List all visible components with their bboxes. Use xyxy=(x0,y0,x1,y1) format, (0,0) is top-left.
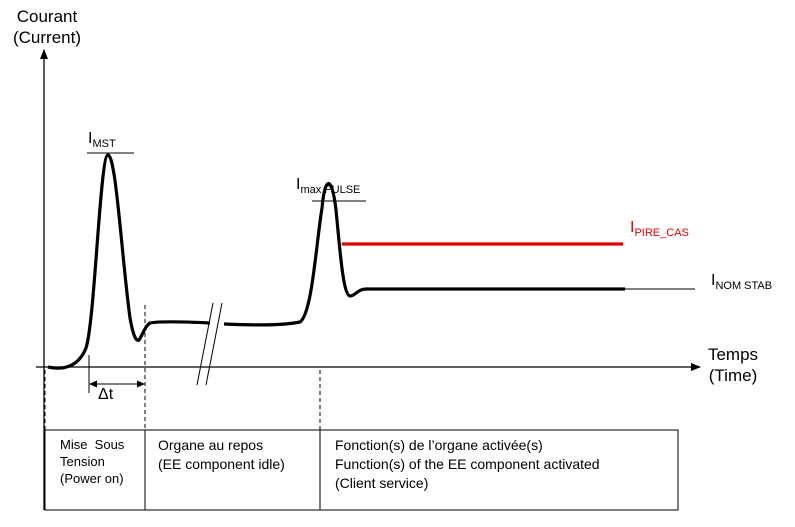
nom-stab-label-sub: NOM STAB xyxy=(715,280,773,292)
phase-activated-line3: (Client service) xyxy=(335,475,429,491)
current-curve xyxy=(47,153,625,370)
y-axis-title: Courant (Current) xyxy=(8,6,86,48)
mst-label-sub: MST xyxy=(92,138,116,150)
phase-power-on: Mise Sous Tension (Power on) xyxy=(60,436,142,487)
phase-power-on-line3: (Power on) xyxy=(60,471,124,486)
x-axis-title: Temps (Time) xyxy=(698,344,768,386)
nom-stab-label-main: I xyxy=(711,272,716,289)
phase-idle: Organe au repos (EE component idle) xyxy=(158,436,285,474)
phase-activated-line2: Function(s) of the EE component activate… xyxy=(335,456,600,472)
pire-cas-label-main: I xyxy=(630,219,635,236)
mst-label: IMST xyxy=(88,130,116,150)
phase-power-on-line1: Mise Sous xyxy=(60,437,125,452)
y-axis-title-line1: Courant xyxy=(16,7,78,26)
nom-stab-label: INOM STAB xyxy=(711,272,772,292)
mst-label-main: I xyxy=(88,130,93,147)
delta-t-label: Δt xyxy=(98,386,114,403)
x-axis-title-line1: Temps xyxy=(707,345,759,364)
phase-activated-line1: Fonction(s) de l’organe activée(s) xyxy=(335,437,543,453)
break-mark-right xyxy=(205,302,223,386)
phase-idle-line1: Organe au repos xyxy=(158,437,264,453)
phase-activated: Fonction(s) de l’organe activée(s) Funct… xyxy=(335,436,600,493)
break-mark-left xyxy=(196,302,214,386)
max-pulse-label: Imax PULSE xyxy=(296,176,360,196)
max-pulse-label-main: I xyxy=(296,176,301,193)
max-pulse-label-sub: max PULSE xyxy=(300,184,361,196)
pire-cas-label: IPIRE_CAS xyxy=(630,219,689,239)
y-axis-title-line2: (Current) xyxy=(12,28,81,47)
x-axis-title-line2: (Time) xyxy=(708,366,758,385)
phase-idle-line2: (EE component idle) xyxy=(158,456,285,472)
phase-table-border xyxy=(44,429,679,511)
pire-cas-label-sub: PIRE_CAS xyxy=(634,227,689,239)
phase-power-on-line2: Tension xyxy=(60,454,105,469)
